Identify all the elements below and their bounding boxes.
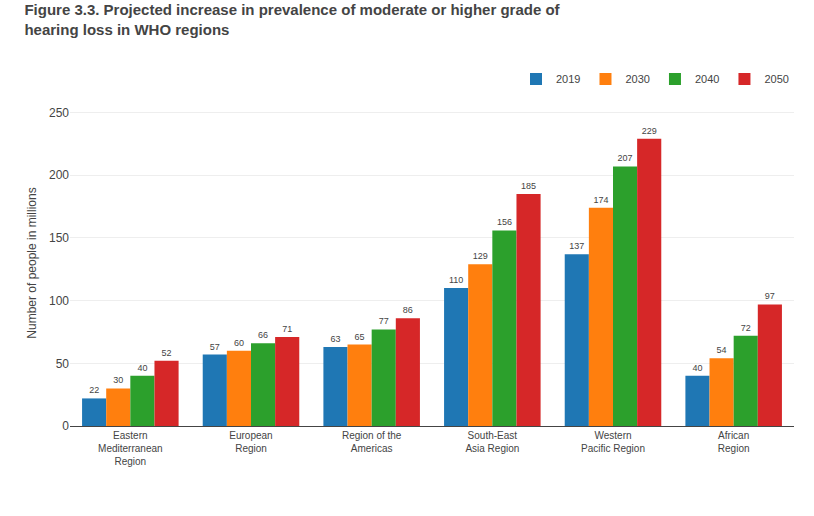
svg-text:229: 229 xyxy=(642,126,657,136)
svg-text:52: 52 xyxy=(162,348,172,358)
svg-text:77: 77 xyxy=(379,316,389,326)
svg-text:72: 72 xyxy=(741,323,751,333)
svg-text:54: 54 xyxy=(717,345,727,355)
svg-text:2050: 2050 xyxy=(764,73,788,85)
svg-text:Region of theAmericas: Region of theAmericas xyxy=(342,430,402,454)
svg-text:0: 0 xyxy=(62,419,69,433)
svg-text:66: 66 xyxy=(258,330,268,340)
svg-text:2030: 2030 xyxy=(625,73,649,85)
svg-text:97: 97 xyxy=(765,291,775,301)
svg-text:2019: 2019 xyxy=(556,73,580,85)
svg-text:South-EastAsia Region: South-EastAsia Region xyxy=(465,430,519,454)
svg-text:30: 30 xyxy=(113,375,123,385)
svg-text:WesternPacific Region: WesternPacific Region xyxy=(581,430,645,454)
svg-text:EasternMediterraneanRegion: EasternMediterraneanRegion xyxy=(98,430,162,467)
svg-text:40: 40 xyxy=(692,363,702,373)
svg-text:Figure 3.3. Projected increase: Figure 3.3. Projected increase in preval… xyxy=(24,1,560,38)
svg-text:60: 60 xyxy=(234,338,244,348)
svg-text:250: 250 xyxy=(49,106,69,120)
svg-text:137: 137 xyxy=(569,241,584,251)
svg-text:174: 174 xyxy=(593,195,608,205)
svg-text:71: 71 xyxy=(282,324,292,334)
svg-text:185: 185 xyxy=(521,181,536,191)
svg-text:156: 156 xyxy=(497,217,512,227)
svg-text:207: 207 xyxy=(618,153,633,163)
svg-text:Number of people in millions: Number of people in millions xyxy=(25,187,39,338)
svg-text:40: 40 xyxy=(137,363,147,373)
svg-text:150: 150 xyxy=(49,231,69,245)
svg-text:110: 110 xyxy=(449,275,463,285)
svg-text:EuropeanRegion: EuropeanRegion xyxy=(229,430,272,454)
svg-text:129: 129 xyxy=(473,251,488,261)
svg-text:AfricanRegion: AfricanRegion xyxy=(718,430,750,454)
svg-text:57: 57 xyxy=(210,342,220,352)
svg-text:65: 65 xyxy=(355,332,365,342)
svg-text:86: 86 xyxy=(403,305,413,315)
svg-text:50: 50 xyxy=(56,357,70,371)
svg-text:2040: 2040 xyxy=(695,73,719,85)
svg-text:22: 22 xyxy=(89,385,99,395)
svg-text:100: 100 xyxy=(49,294,69,308)
svg-text:63: 63 xyxy=(330,334,340,344)
svg-text:200: 200 xyxy=(49,168,69,182)
